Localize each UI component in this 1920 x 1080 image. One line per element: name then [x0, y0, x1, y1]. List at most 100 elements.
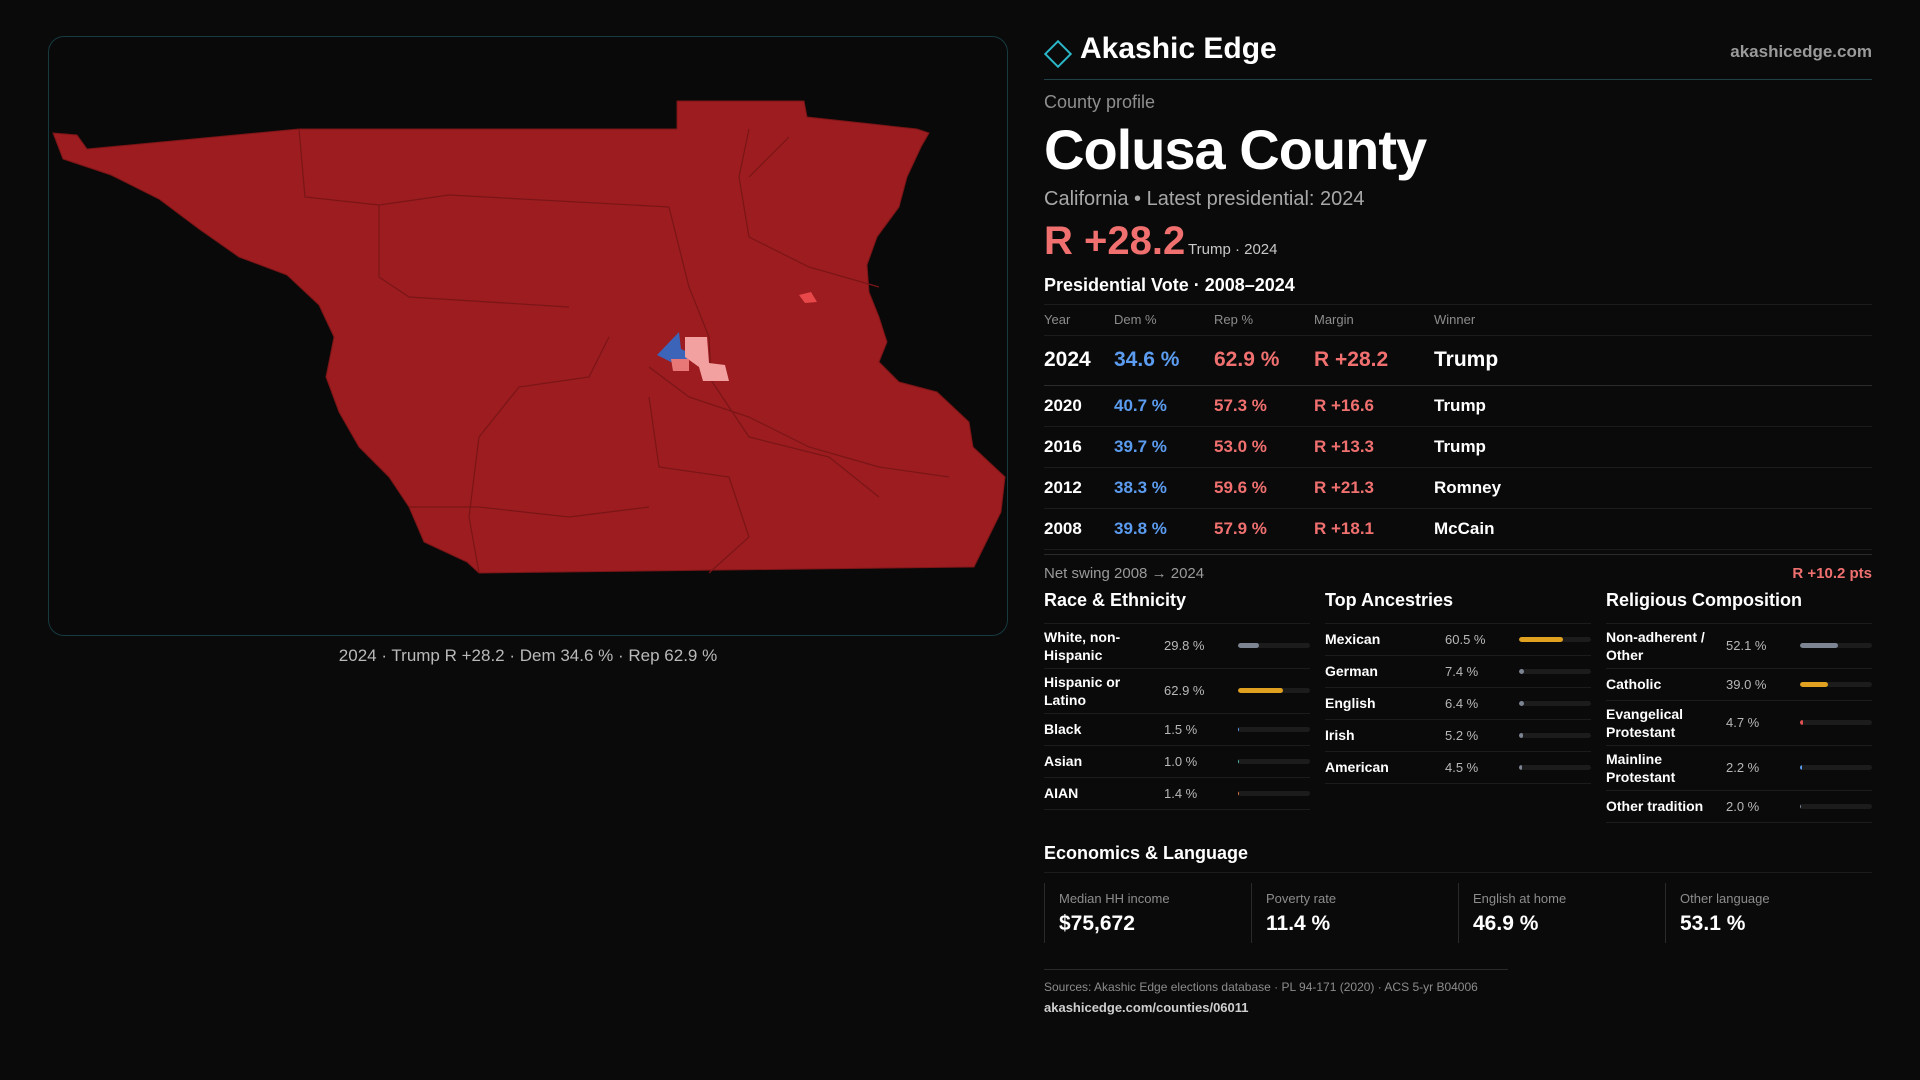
- precinct-rep-light[interactable]: [685, 337, 729, 381]
- demo-bar: [1800, 681, 1872, 687]
- header: Akashic Edge akashicedge.com: [1043, 30, 1872, 80]
- demo-label: AIAN: [1044, 785, 1079, 801]
- table-row[interactable]: 2012 38.3 % 59.6 % R +21.3 Romney: [1044, 467, 1872, 509]
- row-rep: 53.0 %: [1214, 426, 1314, 468]
- sources-link[interactable]: akashicedge.com/counties/06011: [1044, 999, 1249, 1015]
- demo-bar: [1238, 790, 1310, 796]
- table-row[interactable]: 2008 39.8 % 57.9 % R +18.1 McCain: [1044, 508, 1872, 550]
- ancestry-title: Top Ancestries: [1325, 590, 1591, 624]
- header-dem: Dem %: [1114, 305, 1214, 336]
- header-rep: Rep %: [1214, 305, 1314, 336]
- list-item: Irish 5.2 %: [1325, 720, 1591, 752]
- demo-label: Catholic: [1606, 676, 1662, 692]
- list-item: White, non-Hispanic 29.8 %: [1044, 624, 1310, 669]
- demo-bar-fill: [1519, 700, 1524, 706]
- list-item: Evangelical Protestant 4.7 %: [1606, 701, 1872, 746]
- row-winner: Trump: [1434, 335, 1872, 386]
- demo-bar: [1238, 688, 1310, 693]
- county-map[interactable]: [49, 37, 1008, 636]
- demo-bar-fill: [1238, 643, 1260, 648]
- demo-bar: [1800, 643, 1872, 648]
- demo-label: German: [1325, 663, 1378, 679]
- header-year: Year: [1044, 305, 1114, 336]
- demo-bar: [1519, 732, 1591, 738]
- precinct-rep-light-2[interactable]: [671, 359, 689, 371]
- demo-value: 5.2 %: [1445, 727, 1479, 743]
- brand-name[interactable]: Akashic Edge: [1080, 32, 1277, 65]
- econ-card-english: English at home 46.9 %: [1458, 882, 1665, 943]
- county-profile-panel: Akashic Edge akashicedge.com County prof…: [1043, 30, 1872, 1015]
- page-title: Colusa County: [1044, 118, 1427, 181]
- header-margin: Margin: [1314, 305, 1434, 336]
- demo-bar-fill: [1800, 765, 1802, 770]
- row-rep: 62.9 %: [1214, 335, 1314, 386]
- demo-value: 39.0 %: [1726, 676, 1767, 692]
- row-winner: Trump: [1434, 385, 1872, 427]
- table-header-row: Year Dem % Rep % Margin Winner: [1044, 305, 1872, 336]
- demo-value: 1.0 %: [1164, 753, 1198, 769]
- table-row[interactable]: 2016 39.7 % 53.0 % R +13.3 Trump: [1044, 426, 1872, 468]
- demo-bar-fill: [1238, 790, 1240, 796]
- demo-bar: [1800, 803, 1872, 809]
- county-map-panel[interactable]: [48, 36, 1008, 636]
- demo-label: Other tradition: [1606, 798, 1704, 814]
- demo-value: 29.8 %: [1164, 638, 1205, 653]
- demo-label: White, non-Hispanic: [1044, 628, 1121, 663]
- list-item: Mainline Protestant 2.2 %: [1606, 746, 1872, 791]
- row-dem: 39.8 %: [1114, 508, 1214, 550]
- econ-value: $75,672: [1059, 911, 1135, 935]
- religion-list: Non-adherent / Other 52.1 % Catholic 39.0 %…: [1606, 624, 1872, 823]
- row-year: 2008: [1044, 508, 1114, 550]
- row-rep: 59.6 %: [1214, 467, 1314, 509]
- table-row[interactable]: 2020 40.7 % 57.3 % R +16.6 Trump: [1044, 385, 1872, 427]
- list-item: Black 1.5 %: [1044, 714, 1310, 746]
- demo-label: Mainline Protestant: [1606, 750, 1676, 785]
- list-item: Non-adherent / Other 52.1 %: [1606, 624, 1872, 669]
- list-item: AIAN 1.4 %: [1044, 778, 1310, 810]
- demo-bar: [1800, 765, 1872, 770]
- list-item: American 4.5 %: [1325, 752, 1591, 784]
- demo-bar-fill: [1238, 758, 1240, 764]
- list-item: English 6.4 %: [1325, 688, 1591, 720]
- row-year: 2016: [1044, 426, 1114, 468]
- demo-bar: [1238, 758, 1310, 764]
- economics-title: Economics & Language: [1044, 843, 1872, 873]
- row-rep: 57.9 %: [1214, 508, 1314, 550]
- demo-value: 1.4 %: [1164, 785, 1198, 801]
- swing-label: Net swing 2008 → 2024: [1044, 564, 1205, 582]
- row-winner: Romney: [1434, 467, 1872, 509]
- demo-value: 4.5 %: [1445, 759, 1479, 775]
- top-ancestries: Top Ancestries Mexican 60.5 % German 7.4 % E…: [1325, 590, 1591, 823]
- precinct-boundaries: [298, 128, 950, 574]
- demo-label: Mexican: [1325, 631, 1381, 647]
- row-dem: 39.7 %: [1114, 426, 1214, 468]
- table-row[interactable]: 2024 34.6 % 62.9 % R +28.2 Trump: [1044, 335, 1872, 386]
- row-margin: R +18.1: [1314, 508, 1434, 550]
- econ-label: English at home: [1473, 890, 1567, 906]
- demo-bar-fill: [1800, 720, 1804, 725]
- profile-eyebrow: County profile: [1044, 92, 1156, 112]
- demo-bar: [1519, 636, 1591, 642]
- demo-bar: [1800, 720, 1872, 725]
- row-year: 2012: [1044, 467, 1114, 509]
- econ-card-other-language: Other language 53.1 %: [1665, 882, 1872, 943]
- list-item: Other tradition 2.0 %: [1606, 791, 1872, 823]
- demo-bar-fill: [1238, 726, 1240, 732]
- demo-bar: [1519, 764, 1591, 770]
- site-link[interactable]: akashicedge.com: [1730, 42, 1872, 61]
- race-ethnicity: Race & Ethnicity White, non-Hispanic 29.8…: [1044, 590, 1310, 823]
- race-title: Race & Ethnicity: [1044, 590, 1310, 624]
- precinct-rep-mid[interactable]: [799, 292, 817, 303]
- demographics: Race & Ethnicity White, non-Hispanic 29.8…: [1044, 590, 1872, 823]
- econ-value: 46.9 %: [1473, 911, 1539, 935]
- econ-value: 11.4 %: [1266, 911, 1331, 935]
- demo-bar: [1519, 700, 1591, 706]
- row-dem: 40.7 %: [1114, 385, 1214, 427]
- demo-value: 6.4 %: [1445, 695, 1479, 711]
- demo-value: 62.9 %: [1164, 683, 1205, 698]
- econ-value: 53.1 %: [1680, 911, 1746, 935]
- demo-value: 4.7 %: [1726, 715, 1760, 730]
- row-margin: R +28.2: [1314, 335, 1434, 386]
- demo-bar-fill: [1238, 688, 1284, 693]
- row-winner: Trump: [1434, 426, 1872, 468]
